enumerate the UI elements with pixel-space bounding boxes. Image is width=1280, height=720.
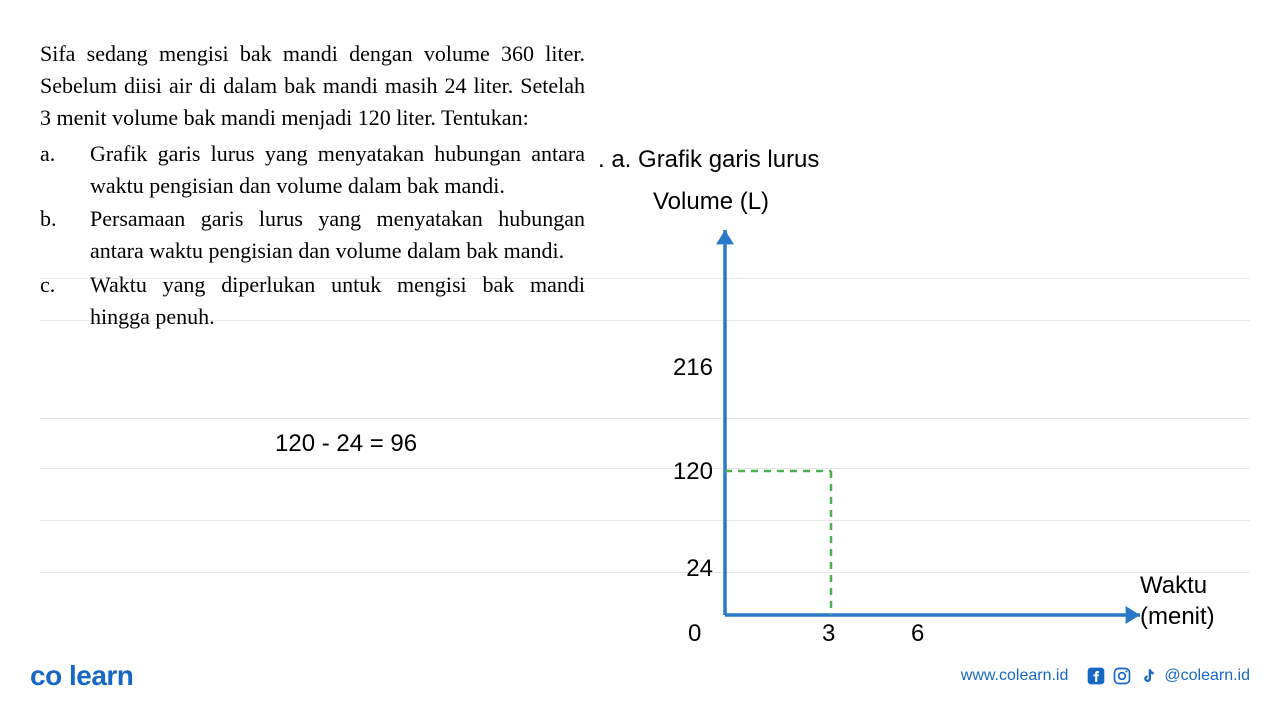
y-tick-24: 24	[663, 555, 713, 583]
y-axis-label: Volume (L)	[653, 188, 769, 216]
footer-right: www.colearn.id @colearn.id	[961, 666, 1250, 686]
footer: co learn www.colearn.id @colearn.id	[0, 660, 1280, 692]
social-handle[interactable]: @colearn.id	[1164, 667, 1250, 685]
problem-item-b: b. Persamaan garis lurus yang menyatakan…	[40, 203, 585, 267]
x-tick-3: 3	[822, 620, 835, 648]
instagram-icon[interactable]	[1112, 666, 1132, 686]
problem-item-a: a. Grafik garis lurus yang menyatakan hu…	[40, 138, 585, 202]
answer-heading: . a. Grafik garis lurus	[598, 146, 819, 174]
problem-intro: Sifa sedang mengisi bak mandi dengan vol…	[40, 38, 585, 134]
problem-item-c: c. Waktu yang diperlukan untuk mengisi b…	[40, 269, 585, 333]
y-tick-120: 120	[663, 458, 713, 486]
facebook-icon[interactable]	[1086, 666, 1106, 686]
origin-label: 0	[688, 620, 701, 648]
equation-text: 120 - 24 = 96	[275, 430, 417, 458]
brand-logo: co learn	[30, 660, 133, 692]
x-tick-6: 6	[911, 620, 924, 648]
problem-text: Sifa sedang mengisi bak mandi dengan vol…	[40, 38, 585, 335]
tiktok-icon[interactable]	[1138, 666, 1158, 686]
y-tick-216: 216	[663, 354, 713, 382]
website-link[interactable]: www.colearn.id	[961, 667, 1069, 685]
social-icons: @colearn.id	[1086, 666, 1250, 686]
